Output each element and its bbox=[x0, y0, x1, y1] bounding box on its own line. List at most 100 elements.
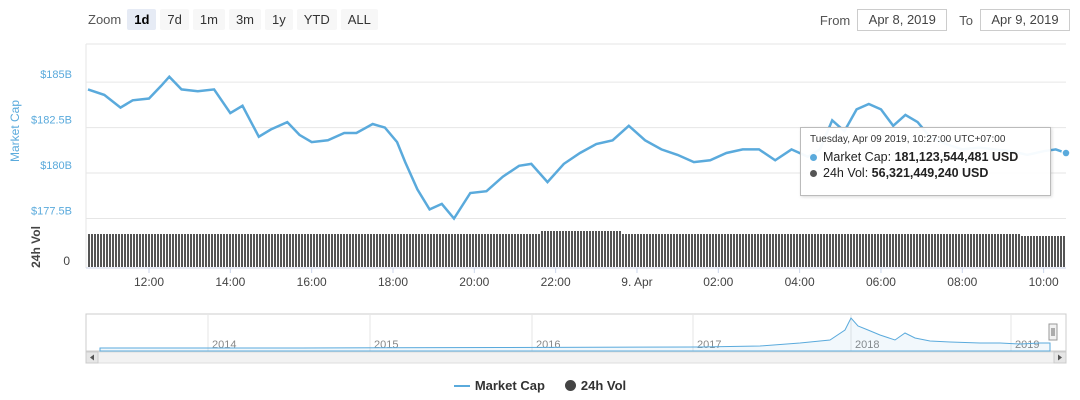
volume-bar bbox=[1048, 236, 1050, 267]
zoom-ytd-button[interactable]: YTD bbox=[296, 9, 337, 30]
volume-bar bbox=[628, 234, 630, 267]
to-date-input[interactable]: Apr 9, 2019 bbox=[980, 9, 1070, 31]
volume-bar bbox=[220, 234, 222, 267]
volume-bar bbox=[592, 231, 594, 267]
volume-bar bbox=[346, 234, 348, 267]
legend-vol[interactable]: 24h Vol bbox=[564, 378, 626, 393]
x-tick-label: 14:00 bbox=[215, 275, 245, 289]
volume-bar bbox=[853, 234, 855, 267]
volume-bar bbox=[748, 234, 750, 267]
volume-bar bbox=[562, 231, 564, 267]
volume-bar bbox=[460, 234, 462, 267]
volume-bar bbox=[193, 234, 195, 267]
zoom-1y-button[interactable]: 1y bbox=[265, 9, 293, 30]
volume-bar bbox=[661, 234, 663, 267]
volume-bar bbox=[313, 234, 315, 267]
navigator-handle[interactable] bbox=[1048, 323, 1058, 341]
vol-dot-icon bbox=[810, 169, 817, 177]
market-cap-dot-icon bbox=[810, 153, 817, 161]
volume-bar bbox=[652, 234, 654, 267]
volume-bar bbox=[571, 231, 573, 267]
volume-bar bbox=[856, 234, 858, 267]
x-tick-label: 9. Apr bbox=[621, 275, 652, 289]
volume-bar bbox=[1054, 236, 1056, 267]
scrollbar-track[interactable] bbox=[85, 351, 1067, 364]
volume-bar bbox=[646, 234, 648, 267]
volume-bar bbox=[100, 234, 102, 267]
volume-bar bbox=[895, 234, 897, 267]
zoom-3m-button[interactable]: 3m bbox=[228, 9, 261, 30]
volume-bar bbox=[838, 234, 840, 267]
volume-bar bbox=[535, 234, 537, 267]
volume-bar bbox=[898, 234, 900, 267]
volume-bar bbox=[1060, 236, 1062, 267]
navigator-frame bbox=[85, 313, 1067, 352]
volume-bar bbox=[295, 234, 297, 267]
volume-bar bbox=[409, 234, 411, 267]
volume-bar bbox=[451, 234, 453, 267]
volume-bar bbox=[436, 234, 438, 267]
volume-bar bbox=[418, 234, 420, 267]
from-date-input[interactable]: Apr 8, 2019 bbox=[857, 9, 948, 31]
volume-bar bbox=[211, 234, 213, 267]
tooltip-date: Tuesday, Apr 09 2019, 10:27:00 UTC+07:00 bbox=[810, 134, 1006, 145]
volume-bar bbox=[202, 234, 204, 267]
volume-bar bbox=[487, 234, 489, 267]
volume-bar bbox=[742, 234, 744, 267]
x-tick-label: 22:00 bbox=[541, 275, 571, 289]
volume-bar bbox=[298, 234, 300, 267]
volume-bar bbox=[259, 234, 261, 267]
volume-bar bbox=[922, 234, 924, 267]
volume-bar bbox=[1042, 236, 1044, 267]
tooltip-market-cap-row: Market Cap: 181,123,544,481 USD bbox=[810, 150, 1041, 164]
volume-bar bbox=[637, 234, 639, 267]
volume-bar bbox=[850, 234, 852, 267]
volume-bar bbox=[577, 231, 579, 267]
volume-bar bbox=[361, 234, 363, 267]
zoom-1d-button[interactable]: 1d bbox=[127, 9, 157, 30]
volume-bar bbox=[169, 234, 171, 267]
zoom-7d-button[interactable]: 7d bbox=[160, 9, 189, 30]
volume-bar bbox=[700, 234, 702, 267]
volume-bar bbox=[325, 234, 327, 267]
legend-market-cap[interactable]: Market Cap bbox=[453, 378, 545, 393]
volume-bar bbox=[667, 234, 669, 267]
volume-bar bbox=[88, 234, 90, 267]
volume-bar bbox=[205, 234, 207, 267]
zoom-label: Zoom bbox=[88, 12, 122, 27]
volume-bar bbox=[814, 234, 816, 267]
volume-bar bbox=[961, 234, 963, 267]
tooltip: Tuesday, Apr 09 2019, 10:27:00 UTC+07:00… bbox=[800, 127, 1051, 196]
volume-bar bbox=[847, 234, 849, 267]
volume-bar bbox=[751, 234, 753, 267]
volume-bar bbox=[286, 234, 288, 267]
volume-bar bbox=[178, 234, 180, 267]
volume-bar bbox=[184, 234, 186, 267]
volume-bar bbox=[316, 234, 318, 267]
volume-bar bbox=[982, 234, 984, 267]
volume-bar bbox=[181, 234, 183, 267]
volume-bar bbox=[157, 234, 159, 267]
volume-bar bbox=[268, 234, 270, 267]
volume-bar bbox=[556, 231, 558, 267]
volume-bar bbox=[721, 234, 723, 267]
zoom-1m-button[interactable]: 1m bbox=[192, 9, 225, 30]
volume-bar bbox=[154, 234, 156, 267]
market-cap-line bbox=[87, 74, 1067, 221]
navigator[interactable]: 201420152016201720182019 bbox=[85, 313, 1067, 352]
x-tick-label: 02:00 bbox=[703, 275, 733, 289]
volume-bar bbox=[544, 231, 546, 267]
volume-bar bbox=[376, 234, 378, 267]
volume-bar bbox=[631, 234, 633, 267]
volume-bar bbox=[787, 234, 789, 267]
volume-bar bbox=[724, 234, 726, 267]
volume-bar bbox=[232, 234, 234, 267]
zoom-all-button[interactable]: ALL bbox=[340, 9, 378, 30]
legend: Market Cap 24h Vol bbox=[0, 378, 1080, 393]
scrollbar[interactable] bbox=[85, 351, 1067, 364]
volume-bar bbox=[166, 234, 168, 267]
volume-bar bbox=[559, 231, 561, 267]
volume-bar bbox=[553, 231, 555, 267]
volume-bar bbox=[1024, 236, 1026, 267]
volume-bar bbox=[223, 234, 225, 267]
